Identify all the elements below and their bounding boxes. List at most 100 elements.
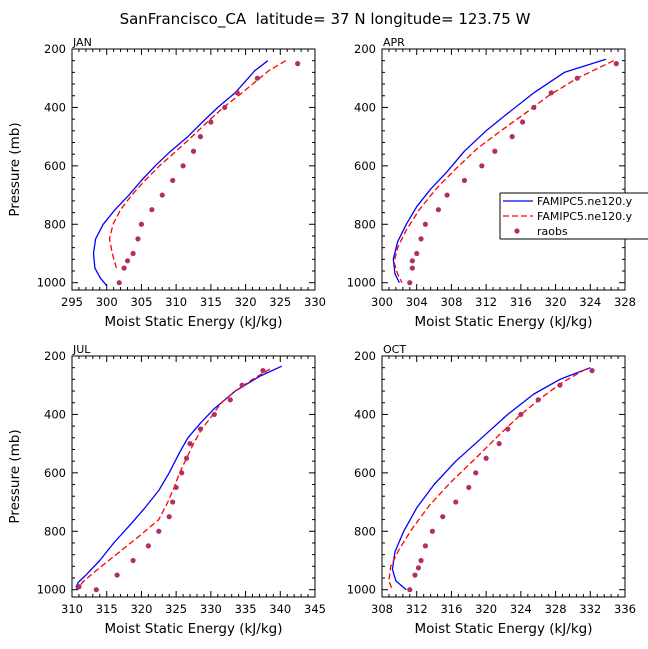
raobs-point [574, 75, 580, 81]
raobs-point [170, 177, 176, 184]
legend: FAMIPC5.ne120.y FAMIPC5.ne120.y raobs [499, 192, 648, 240]
x-tick-label: 320 [475, 602, 497, 616]
x-tick-label: 295 [61, 295, 83, 309]
y-tick-label: 1000 [37, 583, 66, 597]
x-tick-label: 320 [545, 295, 567, 309]
panel-jan: JAN 295 300 305 310 315 320 325 330 200 400 600 800 1… [7, 36, 326, 330]
raobs-point [254, 75, 260, 81]
x-tick-label: 345 [304, 602, 326, 616]
y-tick-label: 200 [354, 42, 376, 56]
raobs-point [135, 236, 141, 242]
x-tick-label: 330 [304, 295, 326, 309]
raobs-point [412, 572, 418, 578]
raobs-point [414, 250, 420, 257]
plot-frame [71, 48, 316, 291]
x-tick-label: 325 [165, 602, 187, 616]
raobs-point [187, 441, 193, 447]
y-tick-label: 600 [354, 466, 376, 480]
raobs-point [418, 236, 424, 242]
raobs-point [149, 207, 155, 213]
raobs-point [130, 250, 136, 257]
x-axis-label: Moist Static Energy (kJ/kg) [415, 621, 593, 637]
panel-jul: JUL 310 315 320 325 330 335 340 345 200 400 600 800 1… [7, 343, 326, 637]
x-tick-label: 300 [96, 295, 118, 309]
panel-label: JAN [72, 36, 92, 49]
series-line-solid [75, 365, 282, 590]
raobs-point [444, 192, 450, 198]
raobs-point [613, 61, 619, 67]
plot-frame [381, 355, 626, 598]
raobs-point [173, 484, 179, 491]
panels: JAN 295 300 305 310 315 320 325 330 200 400 600 800 1… [7, 36, 636, 637]
raobs-point [492, 148, 498, 154]
plot-frame [71, 355, 316, 598]
legend-label: FAMIPC5.ne120.y [537, 195, 633, 208]
x-tick-label: 320 [130, 602, 152, 616]
raobs-point [535, 397, 541, 403]
panel-oct: OCT 308 312 316 320 324 328 332 336 200 400 600 800 1… [347, 343, 636, 637]
y-tick-label: 800 [44, 524, 66, 538]
raobs-point [548, 90, 554, 96]
y-tick-label: 800 [354, 217, 376, 231]
raobs-point [114, 572, 120, 578]
x-tick-label: 300 [371, 295, 393, 309]
y-tick-label: 600 [354, 159, 376, 173]
x-tick-label: 330 [200, 602, 222, 616]
raobs-point [190, 148, 197, 154]
raobs-point [260, 368, 266, 374]
raobs-point [483, 455, 489, 461]
legend-label: raobs [537, 225, 568, 238]
legend-label: FAMIPC5.ne120.y [537, 210, 633, 223]
raobs-point [418, 557, 424, 564]
x-tick-label: 304 [406, 295, 428, 309]
raobs-point [170, 499, 176, 505]
raobs-point [295, 61, 301, 67]
raobs-point [159, 192, 165, 198]
y-axis-label: Pressure (mb) [7, 122, 23, 216]
raobs-point [197, 426, 204, 432]
series-raobs [407, 368, 595, 593]
raobs-point [509, 134, 515, 140]
x-tick-label: 310 [61, 602, 83, 616]
raobs-point [179, 470, 185, 476]
raobs-point [222, 104, 228, 111]
raobs-point [166, 514, 172, 520]
raobs-point [121, 265, 127, 271]
raobs-point [407, 280, 413, 286]
y-tick-label: 400 [354, 100, 376, 114]
raobs-point [505, 426, 511, 432]
y-tick-label: 1000 [37, 276, 66, 290]
series-line-dashed [388, 368, 587, 590]
raobs-point [93, 587, 99, 593]
raobs-point [138, 221, 145, 227]
raobs-point [422, 221, 428, 227]
series-line-dashed [393, 60, 614, 283]
raobs-point [518, 411, 524, 418]
y-tick-label: 200 [44, 349, 66, 363]
raobs-point [239, 382, 245, 388]
raobs-point [429, 528, 435, 534]
x-tick-label: 328 [614, 295, 636, 309]
y-tick-label: 200 [354, 349, 376, 363]
raobs-point [183, 455, 190, 461]
raobs-point [479, 163, 485, 169]
x-tick-label: 316 [440, 602, 462, 616]
x-tick-label: 308 [440, 295, 462, 309]
x-tick-label: 312 [475, 295, 497, 309]
x-tick-label: 315 [96, 602, 118, 616]
panel-label: OCT [383, 343, 406, 356]
raobs-point [557, 382, 563, 388]
x-tick-label: 310 [165, 295, 187, 309]
panel-apr: APR 300 304 308 312 316 320 324 328 200 400 600 800 1… [347, 36, 636, 330]
x-tick-label: 320 [235, 295, 257, 309]
raobs-point [130, 557, 136, 564]
series-line-solid [92, 60, 269, 287]
x-axis-label: Moist Static Energy (kJ/kg) [105, 621, 283, 637]
x-tick-label: 336 [614, 602, 636, 616]
raobs-point [208, 119, 214, 125]
raobs-point [407, 587, 413, 593]
series-raobs [407, 61, 619, 286]
raobs-point [156, 528, 162, 534]
raobs-point [531, 104, 537, 111]
